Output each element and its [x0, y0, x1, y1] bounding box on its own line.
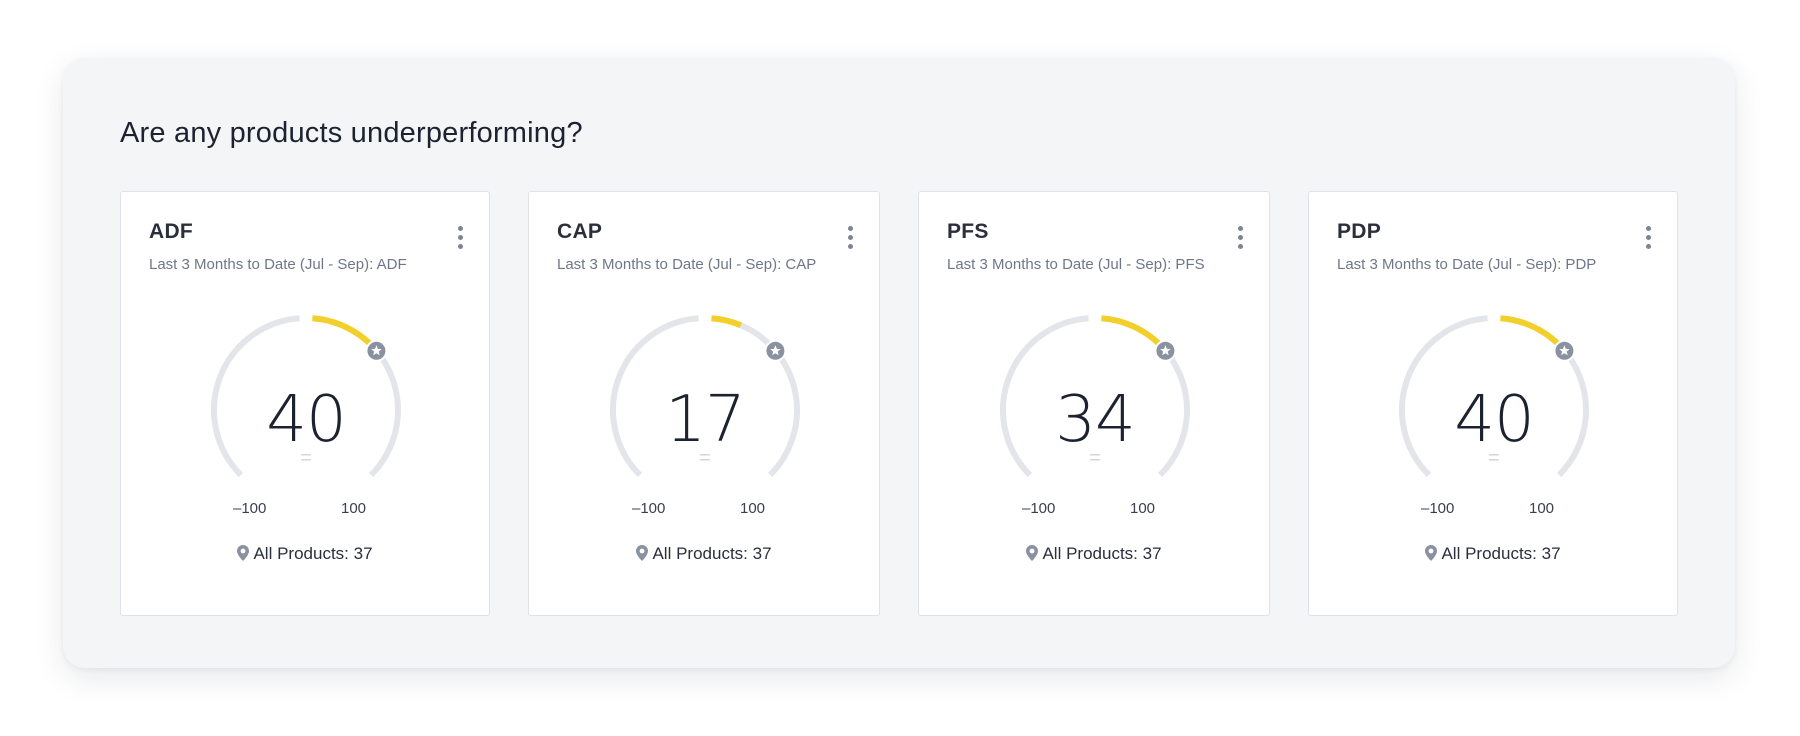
location-pin-icon: [636, 545, 649, 561]
gauge-max-label: 100: [1130, 500, 1156, 517]
gauge-card-pfs: PFS Last 3 Months to Date (Jul - Sep): P…: [918, 191, 1270, 616]
gauge-track-right: [739, 322, 800, 478]
gauge-value: 34: [1055, 383, 1135, 457]
benchmark-marker-icon: [1154, 339, 1177, 362]
benchmark-label: All Products: 37: [1042, 544, 1162, 563]
card-title: ADF: [149, 220, 194, 243]
gauge-min-label: –100: [632, 500, 666, 517]
card-subtitle: Last 3 Months to Date (Jul - Sep): CAP: [557, 256, 817, 273]
more-options-icon[interactable]: [1641, 226, 1655, 254]
gauge-value: 40: [266, 383, 346, 457]
trend-equal-icon: =: [699, 447, 711, 469]
gauge-track-left: [610, 315, 699, 478]
gauge-card-adf: ADF Last 3 Months to Date (Jul - Sep): A…: [120, 191, 490, 616]
benchmark-label: All Products: 37: [1441, 544, 1561, 563]
trend-equal-icon: =: [1488, 447, 1500, 469]
gauge-value-arc: [711, 315, 743, 329]
card-title: PDP: [1337, 220, 1382, 243]
gauge-card-pdp: PDP Last 3 Months to Date (Jul - Sep): P…: [1308, 191, 1678, 616]
gauge-value: 40: [1454, 383, 1534, 457]
benchmark-footer: All Products: 37: [529, 544, 879, 564]
gauge-value-arc: [1101, 315, 1164, 349]
gauge-card-cap: CAP Last 3 Months to Date (Jul - Sep): C…: [528, 191, 880, 616]
gauge-max-label: 100: [1529, 500, 1555, 517]
gauge-max-label: 100: [740, 500, 766, 517]
gauge-track-left: [1000, 315, 1089, 478]
gauge-max-label: 100: [341, 500, 367, 517]
location-pin-icon: [1026, 545, 1039, 561]
gauge-track-left: [211, 315, 300, 478]
panel-title: Are any products underperforming?: [120, 117, 583, 149]
more-options-icon[interactable]: [843, 226, 857, 254]
location-pin-icon: [1425, 545, 1438, 561]
benchmark-footer: All Products: 37: [121, 544, 489, 564]
underperforming-products-panel: Are any products underperforming? ADF La…: [63, 58, 1735, 668]
gauge-min-label: –100: [233, 500, 267, 517]
trend-equal-icon: =: [1089, 447, 1101, 469]
gauge-track-right: [1556, 354, 1589, 478]
benchmark-label: All Products: 37: [652, 544, 772, 563]
gauge-track-right: [368, 354, 401, 478]
gauge-min-label: –100: [1022, 500, 1056, 517]
card-title: PFS: [947, 220, 989, 243]
benchmark-label: All Products: 37: [253, 544, 373, 563]
gauge-dial: [610, 315, 800, 478]
card-title: CAP: [557, 220, 603, 243]
gauge-min-label: –100: [1421, 500, 1455, 517]
benchmark-footer: All Products: 37: [919, 544, 1269, 564]
benchmark-marker-icon: [764, 339, 787, 362]
trend-equal-icon: =: [300, 447, 312, 469]
gauge-value: 17: [665, 383, 745, 457]
benchmark-marker-icon: [365, 339, 388, 362]
gauge-dial: [1399, 315, 1589, 478]
gauge-track-right: [1157, 343, 1190, 478]
card-subtitle: Last 3 Months to Date (Jul - Sep): PDP: [1337, 256, 1597, 273]
more-options-icon[interactable]: [453, 226, 467, 254]
benchmark-footer: All Products: 37: [1309, 544, 1677, 564]
card-subtitle: Last 3 Months to Date (Jul - Sep): PFS: [947, 256, 1205, 273]
more-options-icon[interactable]: [1233, 226, 1247, 254]
card-subtitle: Last 3 Months to Date (Jul - Sep): ADF: [149, 256, 407, 273]
location-pin-icon: [237, 545, 250, 561]
gauge-track-left: [1399, 315, 1488, 478]
benchmark-marker-icon: [1553, 339, 1576, 362]
gauge-dial: [211, 315, 401, 478]
gauge-dial: [1000, 315, 1190, 478]
